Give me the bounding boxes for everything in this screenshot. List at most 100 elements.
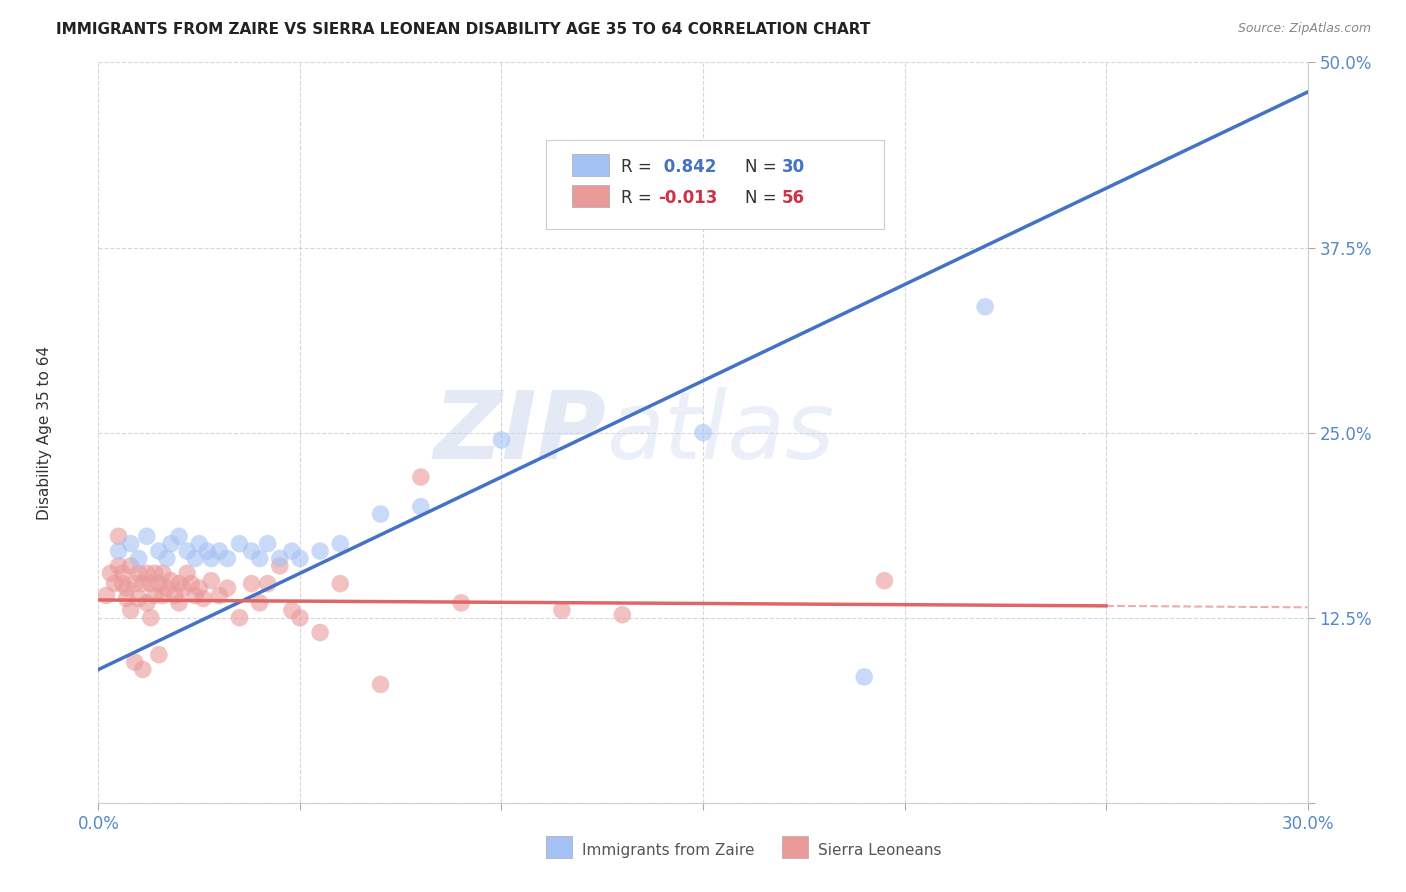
Bar bbox=[782, 836, 808, 858]
Point bbox=[124, 655, 146, 669]
Point bbox=[135, 529, 157, 543]
Point bbox=[853, 670, 876, 684]
Point bbox=[228, 536, 250, 550]
Point bbox=[107, 558, 129, 573]
Text: N =: N = bbox=[745, 158, 782, 176]
Point bbox=[409, 470, 432, 484]
Point bbox=[208, 589, 231, 603]
Point bbox=[491, 433, 513, 447]
Text: Disability Age 35 to 64: Disability Age 35 to 64 bbox=[37, 345, 52, 520]
Point bbox=[200, 551, 222, 566]
Point bbox=[115, 591, 138, 606]
Point bbox=[240, 544, 263, 558]
Text: 56: 56 bbox=[782, 189, 804, 207]
Point bbox=[160, 574, 183, 588]
Point bbox=[309, 544, 332, 558]
Point bbox=[193, 591, 215, 606]
Point bbox=[107, 529, 129, 543]
Text: N =: N = bbox=[745, 189, 782, 207]
Point bbox=[188, 536, 211, 550]
Bar bbox=[572, 153, 609, 176]
Point bbox=[269, 551, 291, 566]
Point bbox=[156, 551, 179, 566]
Bar bbox=[546, 836, 572, 858]
Text: -0.013: -0.013 bbox=[658, 189, 717, 207]
Point bbox=[217, 551, 239, 566]
Text: Source: ZipAtlas.com: Source: ZipAtlas.com bbox=[1237, 22, 1371, 36]
Point bbox=[148, 544, 170, 558]
Text: ZIP: ZIP bbox=[433, 386, 606, 479]
Text: atlas: atlas bbox=[606, 387, 835, 478]
Point bbox=[107, 544, 129, 558]
Point bbox=[329, 536, 352, 550]
Point bbox=[176, 544, 198, 558]
Point bbox=[692, 425, 714, 440]
Point bbox=[148, 576, 170, 591]
Text: R =: R = bbox=[621, 189, 657, 207]
Point bbox=[167, 529, 190, 543]
Point bbox=[612, 607, 634, 622]
Point bbox=[188, 581, 211, 595]
Point bbox=[128, 591, 150, 606]
Point bbox=[450, 596, 472, 610]
Point bbox=[128, 566, 150, 581]
Point bbox=[163, 589, 186, 603]
Point bbox=[100, 566, 122, 581]
Text: Sierra Leoneans: Sierra Leoneans bbox=[818, 844, 942, 858]
Point bbox=[152, 589, 174, 603]
Text: 0.842: 0.842 bbox=[658, 158, 717, 176]
Point bbox=[370, 677, 392, 691]
Point bbox=[172, 581, 194, 595]
Point bbox=[228, 610, 250, 624]
Point bbox=[152, 566, 174, 581]
Point bbox=[409, 500, 432, 514]
Point bbox=[128, 551, 150, 566]
Point bbox=[167, 596, 190, 610]
Text: IMMIGRANTS FROM ZAIRE VS SIERRA LEONEAN DISABILITY AGE 35 TO 64 CORRELATION CHAR: IMMIGRANTS FROM ZAIRE VS SIERRA LEONEAN … bbox=[56, 22, 870, 37]
Point bbox=[103, 576, 125, 591]
Point bbox=[269, 558, 291, 573]
Text: 30: 30 bbox=[782, 158, 804, 176]
Point bbox=[370, 507, 392, 521]
Point bbox=[135, 566, 157, 581]
Point bbox=[281, 544, 304, 558]
Point bbox=[873, 574, 896, 588]
Point bbox=[132, 576, 155, 591]
Point bbox=[974, 300, 997, 314]
Point bbox=[176, 566, 198, 581]
Point bbox=[195, 544, 218, 558]
Point bbox=[256, 536, 278, 550]
Point bbox=[184, 589, 207, 603]
Point bbox=[160, 536, 183, 550]
Point bbox=[288, 551, 311, 566]
Point bbox=[281, 603, 304, 617]
Point bbox=[120, 603, 142, 617]
Point bbox=[139, 576, 162, 591]
Point bbox=[167, 576, 190, 591]
Point bbox=[180, 576, 202, 591]
Point bbox=[132, 663, 155, 677]
Point bbox=[120, 536, 142, 550]
Point bbox=[148, 648, 170, 662]
Point bbox=[115, 581, 138, 595]
Point bbox=[240, 576, 263, 591]
Point bbox=[288, 610, 311, 624]
Point bbox=[329, 576, 352, 591]
Text: Immigrants from Zaire: Immigrants from Zaire bbox=[582, 844, 755, 858]
Point bbox=[124, 576, 146, 591]
Point bbox=[184, 551, 207, 566]
Point bbox=[249, 551, 271, 566]
Point bbox=[111, 566, 134, 581]
Point bbox=[135, 596, 157, 610]
Point bbox=[309, 625, 332, 640]
Point bbox=[156, 581, 179, 595]
Point bbox=[249, 596, 271, 610]
Bar bbox=[572, 185, 609, 207]
Point bbox=[96, 589, 118, 603]
Point bbox=[143, 589, 166, 603]
Point bbox=[551, 603, 574, 617]
Point bbox=[200, 574, 222, 588]
Point bbox=[139, 610, 162, 624]
Text: R =: R = bbox=[621, 158, 657, 176]
Point bbox=[217, 581, 239, 595]
